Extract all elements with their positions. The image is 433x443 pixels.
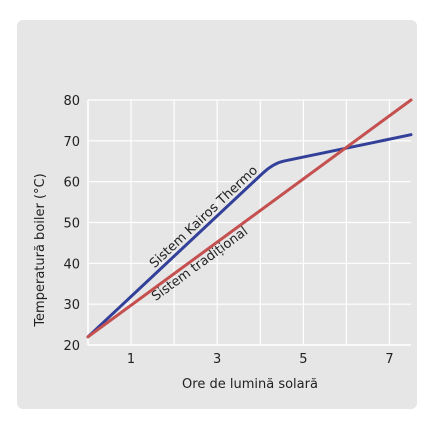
y-tick-label: 20 bbox=[63, 339, 80, 354]
x-tick-label: 1 bbox=[127, 352, 135, 367]
y-tick-label: 40 bbox=[63, 257, 80, 272]
x-tick-label: 3 bbox=[213, 352, 221, 367]
series-line-1 bbox=[86, 133, 413, 339]
y-tick-label: 30 bbox=[63, 298, 80, 313]
axes bbox=[87, 100, 411, 346]
x-tick-label: 7 bbox=[385, 352, 393, 367]
y-axis-label: Temperatură boiler (°C) bbox=[33, 173, 48, 327]
y-tick-label: 80 bbox=[63, 94, 80, 109]
tick-labels: 20 30 40 50 60 70 80 1 3 5 7 bbox=[63, 94, 393, 367]
series-lines bbox=[86, 98, 413, 339]
y-tick-label: 50 bbox=[63, 217, 80, 232]
x-axis-label: Ore de lumină solară bbox=[182, 377, 318, 392]
series-line-2 bbox=[86, 98, 413, 339]
x-tick-label: 5 bbox=[299, 352, 307, 367]
grid-lines bbox=[88, 99, 411, 345]
y-tick-label: 60 bbox=[63, 176, 80, 191]
y-tick-label: 70 bbox=[63, 135, 80, 150]
